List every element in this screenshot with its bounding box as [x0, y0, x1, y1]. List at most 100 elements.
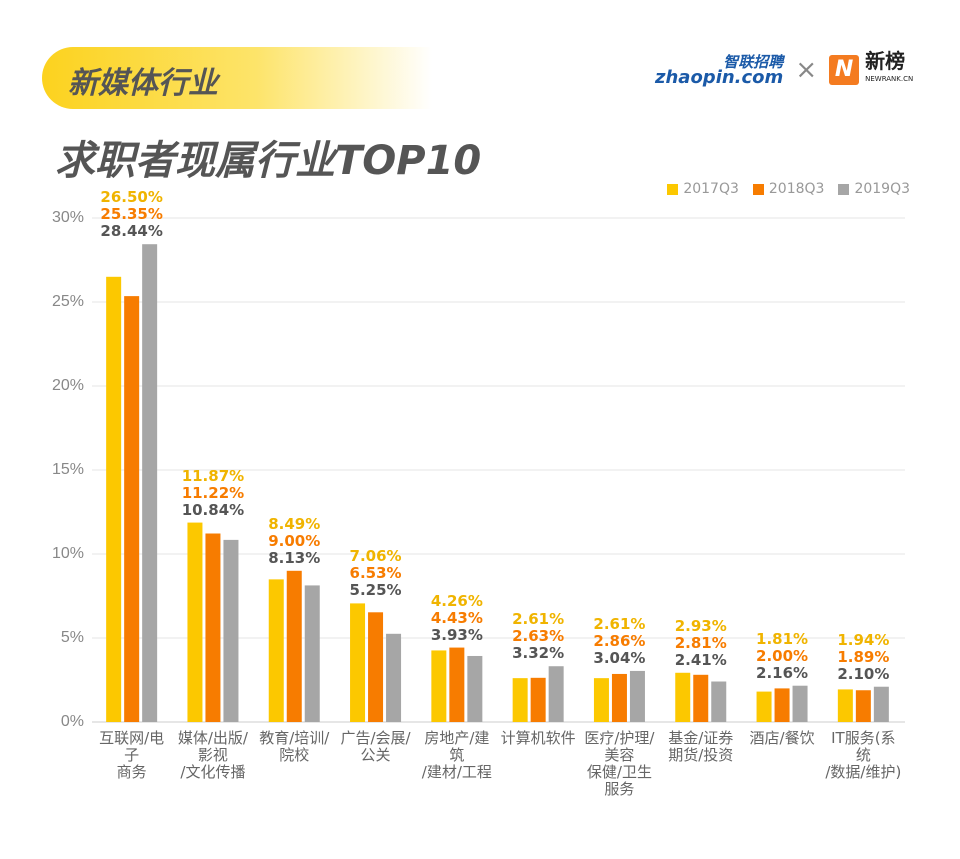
chart-title: 求职者现属行业TOP10 [55, 138, 482, 184]
data-label: 8.49% [268, 514, 321, 533]
data-label: 6.53% [349, 564, 402, 583]
data-label-group: 11.87% 11.22% 10.84% [174, 466, 252, 519]
x-tick-label-line: 保健/卫生服务 [586, 763, 652, 798]
bar-2018Q3 [124, 296, 140, 722]
newrank-mark-icon: N [829, 55, 860, 85]
bar-2018Q3 [368, 612, 384, 722]
data-label: 3.32% [512, 644, 565, 663]
x-tick-label-line: 基金/证券 [668, 729, 734, 747]
bar-2017Q3 [675, 672, 691, 722]
bar-2017Q3 [837, 689, 853, 722]
bar-2019Q3 [467, 655, 483, 722]
section-banner: 新媒体行业 [42, 47, 432, 109]
times-icon: × [795, 55, 818, 85]
data-label: 2.61% [593, 614, 646, 633]
y-tick-label: 10% [51, 545, 84, 562]
x-tick-label: 广告/会展/公关 [337, 730, 415, 764]
legend: 2017Q3 2018Q3 2019Q3 [667, 181, 910, 197]
legend-item: 2018Q3 [752, 181, 824, 197]
data-label: 25.35% [100, 205, 163, 224]
bar-2019Q3 [792, 685, 808, 722]
bar-2019Q3 [711, 681, 727, 722]
bar-2018Q3 [774, 688, 790, 722]
data-label: 3.04% [593, 648, 646, 667]
data-label: 26.50% [100, 188, 163, 207]
bar-2018Q3 [611, 673, 627, 722]
bar-2017Q3 [187, 522, 203, 722]
data-label-group: 26.50% 25.35% 28.44% [93, 189, 171, 240]
x-tick-label: 基金/证券 期货/投资 [662, 730, 740, 764]
bar-2018Q3 [449, 647, 465, 722]
x-tick-label-line: 互联网/电子 [99, 729, 165, 764]
data-label-group: 8.49% 9.00% 8.13% [255, 514, 333, 567]
data-label: 28.44% [100, 222, 163, 241]
bar-2019Q3 [386, 633, 402, 722]
x-tick-label: IT服务(系统/数据/维护) [824, 730, 902, 781]
zhaopin-logo: 智联招聘 zhaopin.com [655, 54, 783, 98]
bar-2017Q3 [350, 603, 366, 722]
x-tick-label-line: 广告/会展/公关 [340, 729, 411, 764]
x-tick-label: 房地产/建筑/建材/工程 [418, 730, 496, 781]
data-label: 2.00% [756, 646, 809, 665]
bar-2019Q3 [629, 670, 645, 722]
bar-2019Q3 [548, 666, 564, 722]
data-label: 7.06% [349, 547, 402, 566]
data-label: 2.41% [674, 650, 727, 669]
data-label: 1.89% [837, 647, 890, 666]
x-tick-label: 教育/培训/院校 [255, 730, 333, 764]
data-label-group: 2.93% 2.81% 2.41% [662, 617, 740, 669]
data-label: 4.43% [430, 608, 483, 627]
bar-2017Q3 [756, 691, 772, 722]
data-label: 2.81% [674, 633, 727, 652]
x-tick-label-line: 医疗/护理/美容 [584, 729, 655, 764]
legend-item: 2019Q3 [838, 181, 910, 197]
bar-2017Q3 [268, 579, 284, 722]
x-tick-label: 酒店/餐饮 [743, 730, 821, 747]
data-label-group: 1.94% 1.89% 2.10% [824, 630, 902, 683]
data-label: 2.16% [756, 663, 809, 682]
data-label: 4.26% [430, 591, 483, 610]
data-label-group: 2.61% 2.86% 3.04% [580, 614, 658, 667]
x-tick-label-line: 教育/培训/院校 [259, 729, 330, 764]
x-tick-label-line: 商务 [116, 763, 147, 781]
data-label-group: 7.06% 6.53% 5.25% [337, 548, 415, 599]
y-tick-label: 20% [51, 377, 84, 394]
data-label: 2.10% [837, 664, 890, 683]
data-label-group: 4.26% 4.43% 3.93% [418, 591, 496, 644]
x-tick-label: 医疗/护理/美容 保健/卫生服务 [580, 730, 658, 798]
y-tick-label: 25% [51, 293, 84, 310]
x-tick-label-line: 酒店/餐饮 [749, 729, 815, 747]
data-label: 1.81% [756, 629, 809, 648]
data-label: 2.63% [512, 627, 565, 646]
data-label-group: 1.81% 2.00% 2.16% [743, 629, 821, 682]
bar-2017Q3 [512, 678, 528, 722]
logos: 智联招聘 zhaopin.com × N 新榜 NEWRANK.CN [655, 51, 913, 98]
newrank-logo: N 新榜 NEWRANK.CN [829, 51, 913, 88]
data-label: 2.61% [512, 610, 565, 629]
bar-2019Q3 [142, 244, 158, 722]
y-tick-label: 0% [60, 713, 84, 730]
y-tick-label: 15% [51, 461, 84, 478]
data-label: 11.87% [181, 466, 245, 485]
data-label: 10.84% [181, 500, 245, 519]
bar-2018Q3 [286, 570, 302, 722]
y-tick-label: 30% [51, 209, 84, 226]
bar-2017Q3 [431, 650, 447, 722]
bar-2019Q3 [223, 539, 239, 722]
bar-2018Q3 [855, 690, 871, 722]
x-tick-label-line: 期货/投资 [668, 746, 734, 764]
x-tick-label-line: IT服务(系统 [831, 729, 896, 764]
y-tick-label: 5% [60, 629, 84, 646]
x-tick-label: 互联网/电子 商务 [93, 730, 171, 781]
x-tick-label-line: /文化传播 [180, 763, 246, 781]
bar-2019Q3 [304, 585, 320, 722]
data-label: 1.94% [837, 630, 890, 649]
data-label: 5.25% [349, 581, 402, 600]
x-tick-label-line: 计算机软件 [500, 729, 576, 747]
banner-text: 新媒体行业 [68, 66, 218, 101]
data-label: 11.22% [181, 483, 245, 502]
data-label: 2.86% [593, 631, 646, 650]
data-label: 3.93% [430, 625, 483, 644]
data-label: 8.13% [268, 548, 321, 567]
